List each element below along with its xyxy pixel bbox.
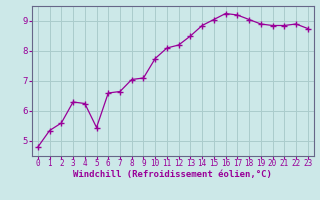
X-axis label: Windchill (Refroidissement éolien,°C): Windchill (Refroidissement éolien,°C) <box>73 170 272 179</box>
